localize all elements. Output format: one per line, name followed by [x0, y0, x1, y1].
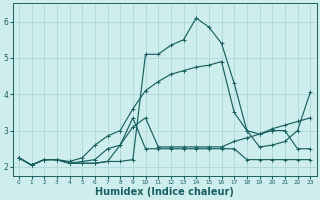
X-axis label: Humidex (Indice chaleur): Humidex (Indice chaleur) [95, 187, 234, 197]
